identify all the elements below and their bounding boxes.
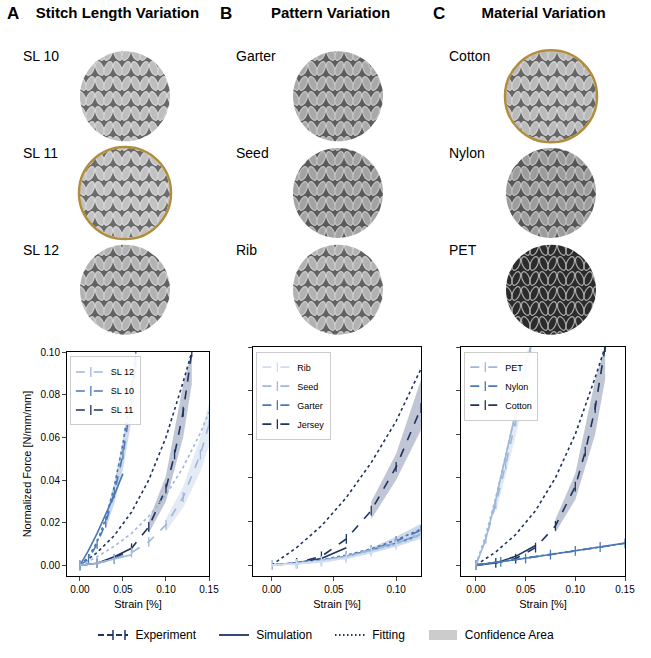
svg-text:0.05: 0.05	[324, 584, 344, 595]
svg-text:Strain [%]: Strain [%]	[114, 598, 162, 610]
html-text:Experiment: Experiment	[135, 628, 197, 642]
svg-text:Cotton: Cotton	[449, 48, 490, 64]
svg-text:0.10: 0.10	[41, 347, 61, 358]
svg-text:PET: PET	[505, 363, 523, 373]
svg-text:0.06: 0.06	[41, 432, 61, 443]
svg-text:0.08: 0.08	[41, 389, 61, 400]
svg-text:SL 11: SL 11	[23, 145, 58, 161]
svg-text:Garter: Garter	[297, 401, 323, 411]
svg-text:0.10: 0.10	[386, 584, 406, 595]
svg-text:SL 12: SL 12	[23, 242, 59, 258]
html-text:Confidence Area: Confidence Area	[464, 628, 554, 642]
html-text:B: B	[220, 4, 233, 23]
html-text:C: C	[433, 4, 446, 23]
svg-text:Seed: Seed	[297, 382, 318, 392]
svg-text:SL 10: SL 10	[23, 48, 59, 64]
svg-text:0.02: 0.02	[41, 517, 61, 528]
svg-text:0.15: 0.15	[615, 584, 635, 595]
svg-text:Nylon: Nylon	[505, 382, 528, 392]
svg-text:0.04: 0.04	[41, 475, 61, 486]
svg-text:0.10: 0.10	[566, 584, 586, 595]
svg-text:Nylon: Nylon	[449, 145, 485, 161]
svg-text:Strain [%]: Strain [%]	[519, 598, 567, 610]
svg-text:SL 12: SL 12	[111, 367, 134, 377]
svg-text:0.15: 0.15	[199, 584, 219, 595]
html-text:Stitch Length Variation: Stitch Length Variation	[35, 4, 200, 21]
svg-text:0.00: 0.00	[41, 560, 61, 571]
html-text:Pattern Variation: Pattern Variation	[270, 4, 391, 21]
svg-text:0.00: 0.00	[70, 584, 90, 595]
svg-text:Rib: Rib	[297, 363, 311, 373]
svg-text:0.00: 0.00	[466, 584, 486, 595]
svg-text:Strain [%]: Strain [%]	[313, 598, 361, 610]
svg-text:Rib: Rib	[236, 242, 257, 258]
svg-text:Jersey: Jersey	[297, 420, 324, 430]
html-text:Material Variation: Material Variation	[481, 4, 606, 21]
svg-text:SL 11: SL 11	[111, 405, 134, 415]
html-text:A: A	[7, 4, 20, 23]
svg-text:PET: PET	[449, 242, 477, 258]
svg-text:Seed: Seed	[236, 145, 269, 161]
svg-text:0.05: 0.05	[113, 584, 133, 595]
html-text:Fitting: Fitting	[372, 628, 405, 642]
svg-text:0.10: 0.10	[156, 584, 176, 595]
svg-text:Normalized Force [N/mm/mm]: Normalized Force [N/mm/mm]	[21, 391, 33, 538]
svg-text:Cotton: Cotton	[505, 401, 532, 411]
svg-text:0.00: 0.00	[262, 584, 282, 595]
svg-text:0.05: 0.05	[516, 584, 536, 595]
html-text:Simulation: Simulation	[256, 628, 313, 642]
svg-text:Garter: Garter	[236, 48, 276, 64]
svg-text:SL 10: SL 10	[111, 386, 134, 396]
